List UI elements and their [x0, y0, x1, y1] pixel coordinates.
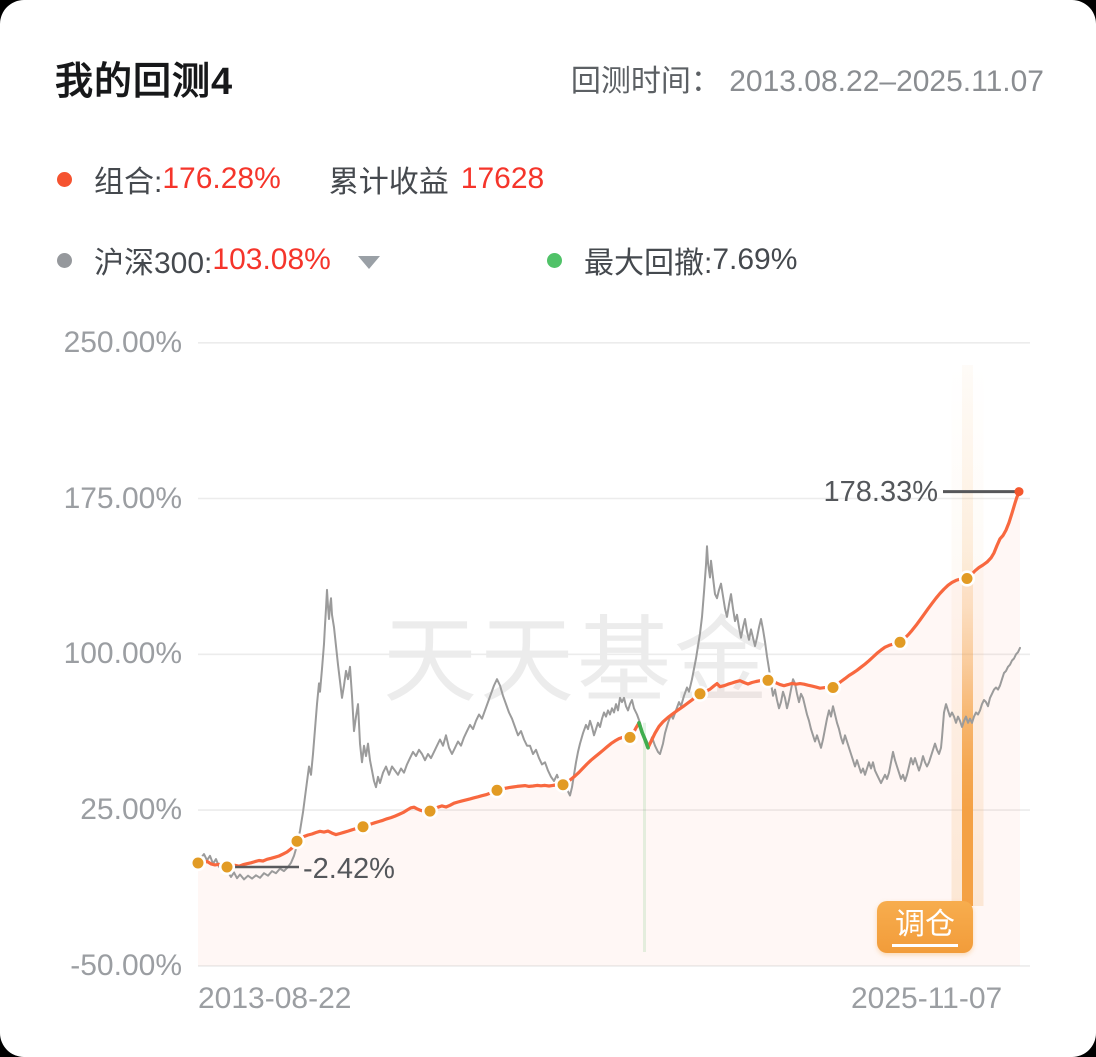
- y-axis-tick: 250.00%: [63, 326, 182, 359]
- rebalance-button-label: 调仓: [892, 908, 958, 947]
- legend-max-drawdown: 最大回撤: 7.69%: [547, 241, 798, 280]
- portfolio-label: 组合:: [94, 166, 163, 199]
- endpoint-dot: [1014, 487, 1024, 497]
- rebalance-dot[interactable]: [421, 802, 439, 820]
- page-title: 我的回测4: [55, 61, 234, 103]
- chevron-down-icon[interactable]: [357, 255, 380, 269]
- rebalance-dot[interactable]: [218, 858, 236, 876]
- rebalance-dot[interactable]: [891, 634, 909, 651]
- y-axis-tick: 100.00%: [63, 637, 182, 670]
- portfolio-return-value: 176.28%: [162, 162, 281, 195]
- rebalance-dot[interactable]: [288, 833, 306, 850]
- backtest-period: 回测时间： 2013.08.22–2025.11.07: [571, 56, 1044, 100]
- y-axis-tick: -50.00%: [70, 949, 182, 982]
- annotation-max-value: 178.33%: [823, 476, 939, 508]
- drawdown-segment: [637, 721, 650, 750]
- y-axis-tick: 25.00%: [80, 793, 182, 826]
- rebalance-dot[interactable]: [354, 818, 372, 835]
- benchmark-label: 沪深300:: [94, 247, 213, 280]
- annotation-min-value: -2.42%: [303, 853, 395, 885]
- portfolio-dot-icon: [57, 171, 72, 187]
- cumulative-return-label: 累计收益: [328, 166, 449, 199]
- rebalance-dot[interactable]: [824, 679, 842, 696]
- legend-portfolio: 组合: 176.28% 累计收益 17628: [57, 160, 545, 199]
- rebalance-dot[interactable]: [554, 776, 572, 793]
- backtest-period-value: 2013.08.22–2025.11.07: [729, 65, 1044, 98]
- benchmark-return-value: 103.08%: [212, 243, 331, 276]
- rebalance-button[interactable]: 调仓: [877, 901, 973, 953]
- drawdown-value: 7.69%: [712, 243, 798, 276]
- rebalance-dot[interactable]: [488, 782, 506, 799]
- y-axis-tick: 175.00%: [63, 482, 182, 515]
- rebalance-dot[interactable]: [759, 672, 777, 689]
- backtest-period-label: 回测时间：: [570, 65, 721, 98]
- benchmark-line: [197, 545, 1021, 881]
- cumulative-return-value: 17628: [460, 162, 545, 195]
- rebalance-dot[interactable]: [958, 570, 976, 587]
- rebalance-dot[interactable]: [621, 729, 639, 746]
- drawdown-dot-icon: [547, 252, 562, 268]
- portfolio-area: [198, 491, 1020, 966]
- legend-benchmark-selector[interactable]: 沪深300: 103.08%: [57, 241, 380, 280]
- event-band-core: [962, 365, 973, 906]
- x-axis-tick-start: 2013-08-22: [198, 982, 352, 1015]
- benchmark-dot-icon: [57, 252, 72, 268]
- x-axis-tick-end: 2025-11-07: [851, 982, 1003, 1015]
- rebalance-dot[interactable]: [691, 685, 709, 702]
- rebalance-dot[interactable]: [189, 854, 207, 872]
- drawdown-label: 最大回撤:: [584, 247, 713, 280]
